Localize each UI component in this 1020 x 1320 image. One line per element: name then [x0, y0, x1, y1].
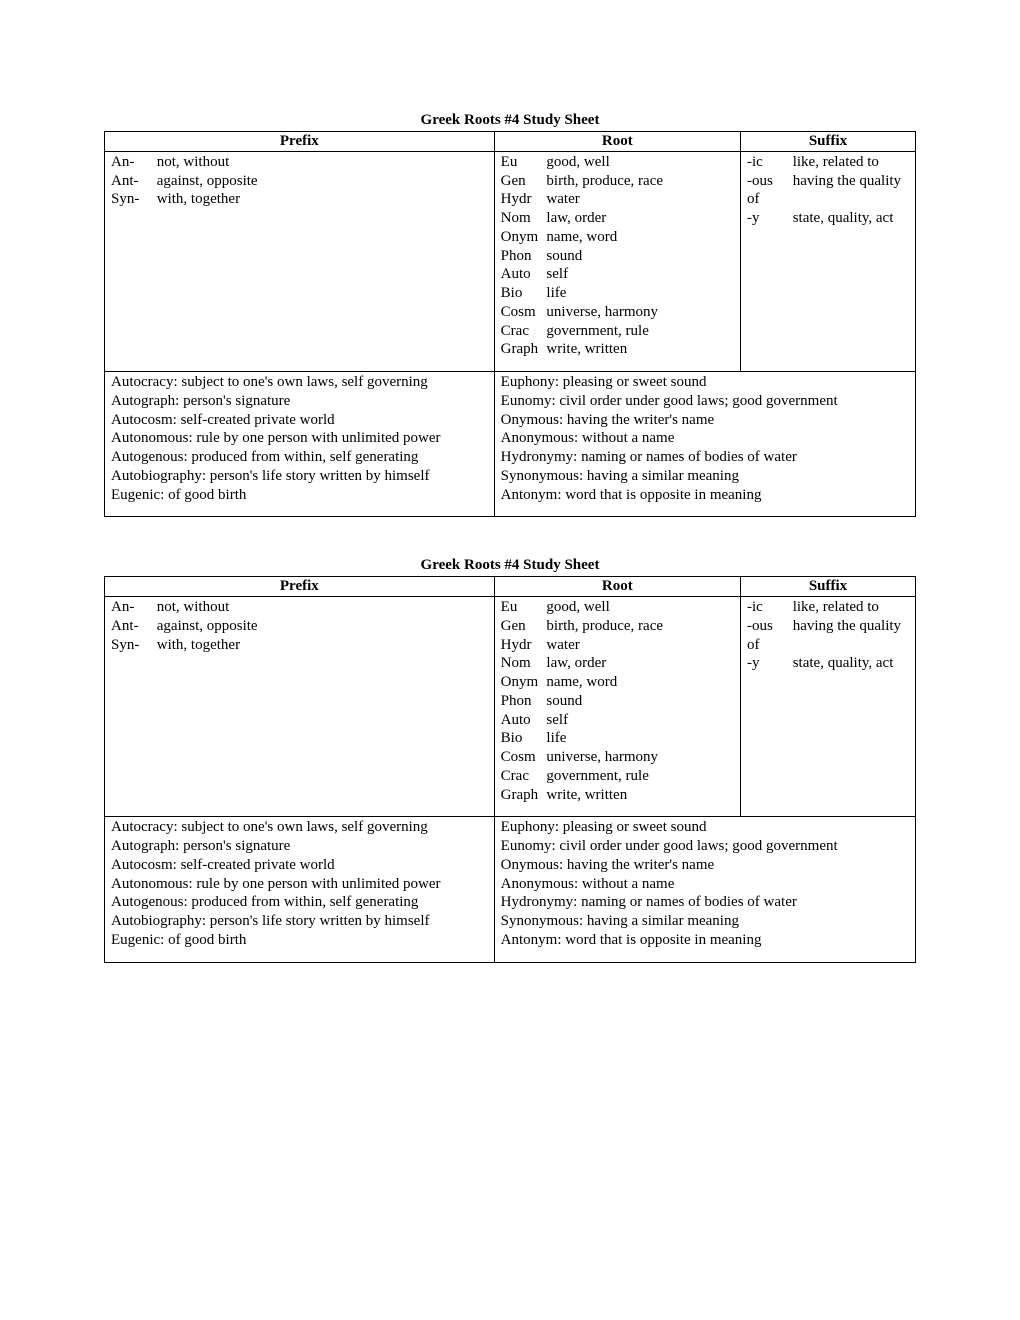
definition: Antonym: word that is opposite in meanin…	[501, 931, 909, 950]
definitions-left: Autocracy: subject to one's own laws, se…	[105, 372, 495, 517]
definition: Autogenous: produced from within, self g…	[111, 448, 488, 467]
definitions-left: Autocracy: subject to one's own laws, se…	[105, 817, 495, 962]
study-table-1: Prefix Root Suffix An- not, without Ant-…	[104, 131, 916, 517]
root-entry: Graph write, written	[501, 340, 734, 359]
root-entry: Auto self	[501, 265, 734, 284]
definition: Hydronymy: naming or names of bodies of …	[501, 893, 909, 912]
definition: Autograph: person's signature	[111, 392, 488, 411]
study-table-2: Prefix Root Suffix An- not, without Ant-…	[104, 576, 916, 962]
definition: Anonymous: without a name	[501, 429, 909, 448]
root-entry: Phon sound	[501, 247, 734, 266]
definitions-right: Euphony: pleasing or sweet sound Eunomy:…	[494, 817, 915, 962]
root-entry: Phon sound	[501, 692, 734, 711]
definition: Autobiography: person's life story writt…	[111, 912, 488, 931]
definition: Autograph: person's signature	[111, 837, 488, 856]
suffix-entry: -y state, quality, act	[747, 654, 909, 673]
definition: Synonymous: having a similar meaning	[501, 467, 909, 486]
prefix-cell: An- not, without Ant- against, opposite …	[105, 597, 495, 817]
definition: Autonomous: rule by one person with unli…	[111, 875, 488, 894]
root-entry: Cosm universe, harmony	[501, 303, 734, 322]
header-root: Root	[494, 132, 740, 152]
definition: Anonymous: without a name	[501, 875, 909, 894]
definition: Eugenic: of good birth	[111, 486, 488, 505]
root-entry: Cosm universe, harmony	[501, 748, 734, 767]
root-entry: Hydr water	[501, 636, 734, 655]
definition: Eunomy: civil order under good laws; goo…	[501, 837, 909, 856]
prefix-entry: An- not, without	[111, 598, 488, 617]
sheet-title: Greek Roots #4 Study Sheet	[104, 557, 916, 574]
definition: Antonym: word that is opposite in meanin…	[501, 486, 909, 505]
definition: Onymous: having the writer's name	[501, 411, 909, 430]
prefix-entry: Syn- with, together	[111, 636, 488, 655]
root-entry: Crac government, rule	[501, 767, 734, 786]
prefix-entry: An- not, without	[111, 153, 488, 172]
root-entry: Crac government, rule	[501, 322, 734, 341]
definition: Autocosm: self-created private world	[111, 411, 488, 430]
root-entry: Gen birth, produce, race	[501, 172, 734, 191]
definition: Synonymous: having a similar meaning	[501, 912, 909, 931]
suffix-entry: -y state, quality, act	[747, 209, 909, 228]
prefix-cell: An- not, without Ant- against, opposite …	[105, 151, 495, 371]
root-entry: Hydr water	[501, 190, 734, 209]
root-entry: Gen birth, produce, race	[501, 617, 734, 636]
root-entry: Nom law, order	[501, 209, 734, 228]
root-entry: Onym name, word	[501, 228, 734, 247]
root-entry: Bio life	[501, 284, 734, 303]
sheet-title: Greek Roots #4 Study Sheet	[104, 112, 916, 129]
root-entry: Auto self	[501, 711, 734, 730]
prefix-entry: Ant- against, opposite	[111, 617, 488, 636]
header-suffix: Suffix	[740, 577, 915, 597]
definition: Onymous: having the writer's name	[501, 856, 909, 875]
prefix-entry: Syn- with, together	[111, 190, 488, 209]
suffix-entry: -ic like, related to	[747, 598, 909, 617]
header-suffix: Suffix	[740, 132, 915, 152]
root-entry: Nom law, order	[501, 654, 734, 673]
root-entry: Bio life	[501, 729, 734, 748]
definition: Autonomous: rule by one person with unli…	[111, 429, 488, 448]
suffix-entry: -ic like, related to	[747, 153, 909, 172]
definition: Euphony: pleasing or sweet sound	[501, 373, 909, 392]
header-root: Root	[494, 577, 740, 597]
definition: Euphony: pleasing or sweet sound	[501, 818, 909, 837]
definition: Autobiography: person's life story writt…	[111, 467, 488, 486]
definition: Autocosm: self-created private world	[111, 856, 488, 875]
definition: Autocracy: subject to one's own laws, se…	[111, 373, 488, 392]
definitions-right: Euphony: pleasing or sweet sound Eunomy:…	[494, 372, 915, 517]
header-prefix: Prefix	[105, 132, 495, 152]
suffix-entry: -ous having the quality of	[747, 617, 909, 655]
root-entry: Onym name, word	[501, 673, 734, 692]
root-cell: Eu good, well Gen birth, produce, race H…	[494, 151, 740, 371]
suffix-cell: -ic like, related to -ous having the qua…	[740, 597, 915, 817]
suffix-entry: -ous having the quality of	[747, 172, 909, 210]
definition: Autogenous: produced from within, self g…	[111, 893, 488, 912]
definition: Autocracy: subject to one's own laws, se…	[111, 818, 488, 837]
definition: Eugenic: of good birth	[111, 931, 488, 950]
root-entry: Eu good, well	[501, 598, 734, 617]
root-cell: Eu good, well Gen birth, produce, race H…	[494, 597, 740, 817]
root-entry: Eu good, well	[501, 153, 734, 172]
header-prefix: Prefix	[105, 577, 495, 597]
prefix-entry: Ant- against, opposite	[111, 172, 488, 191]
definition: Hydronymy: naming or names of bodies of …	[501, 448, 909, 467]
root-entry: Graph write, written	[501, 786, 734, 805]
definition: Eunomy: civil order under good laws; goo…	[501, 392, 909, 411]
suffix-cell: -ic like, related to -ous having the qua…	[740, 151, 915, 371]
